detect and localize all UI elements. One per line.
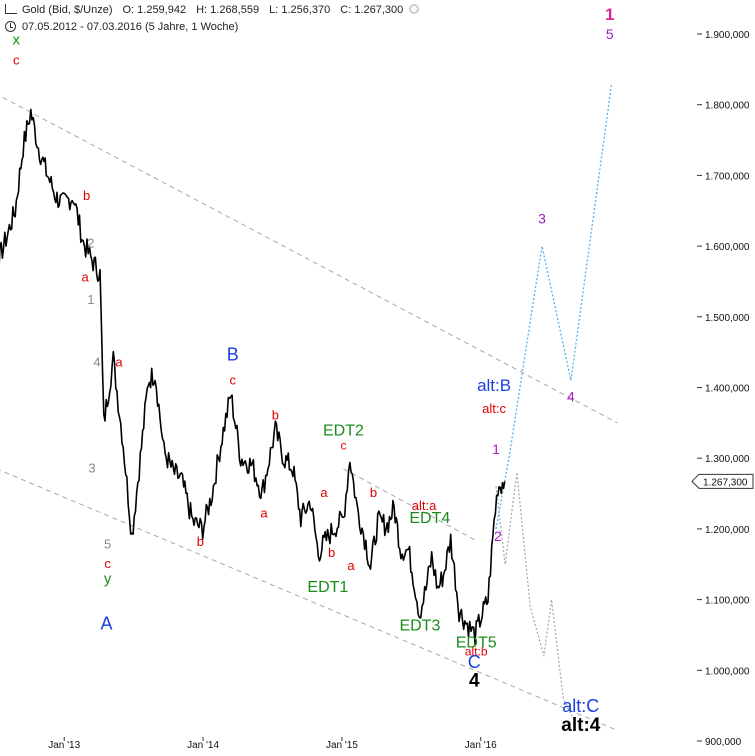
wave-label: EDT4 [409, 510, 450, 527]
wave-label: a [320, 485, 328, 500]
x-tick-label: Jan '16 [465, 740, 497, 751]
wave-label: 1 [605, 5, 614, 24]
channel-lower-line [0, 469, 618, 731]
wave-label: alt:c [482, 401, 506, 416]
wave-label: a [260, 506, 268, 521]
y-tick-label: 1.300,000 [705, 454, 750, 465]
quote-line: Gold (Bid, $/Unze) O: 1.259,942 H: 1.268,5… [22, 4, 420, 16]
y-tick-label: 1.700,000 [705, 171, 750, 182]
y-tick-label: 1.600,000 [705, 242, 750, 253]
wave-label: y [104, 570, 112, 587]
forecast-bearish-path [495, 472, 573, 717]
wave-label: 2 [87, 236, 94, 251]
wave-label: EDT5 [456, 635, 497, 652]
forecast-paths [495, 83, 613, 717]
wave-label: b [328, 545, 335, 560]
date-range: 07.05.2012 - 07.03.2016 (5 Jahre, 1 Woch… [22, 21, 239, 33]
wave-annotations: 1534alt:Balt:c12xcbab2a1acwb435cyAaBcbba… [13, 5, 615, 736]
open-value: O: 1.259,942 [122, 4, 187, 16]
last-price-marker: 1.267,300 [691, 473, 754, 489]
y-tick-label: 1.200,000 [705, 525, 750, 536]
wave-label: 4 [93, 354, 100, 369]
wave-label: alt:C [562, 696, 599, 716]
wave-label: alt:4 [561, 715, 601, 736]
wave-label: 1 [87, 292, 94, 307]
wave-label: c [340, 439, 346, 453]
x-axis: Jan '13 Jan '14 Jan '15 Jan '16 [48, 737, 497, 751]
wave-label: alt:B [477, 376, 511, 395]
wave-label: C [468, 652, 481, 672]
chart-type-icon[interactable] [5, 4, 17, 14]
clock-icon[interactable] [5, 21, 16, 32]
wave-label: c [104, 556, 111, 571]
instrument-title: Gold (Bid, $/Unze) [22, 4, 113, 16]
wave-label: 3 [88, 460, 95, 475]
x-tick-label: Jan '13 [48, 740, 80, 751]
wave-label: a [115, 354, 123, 369]
wave-label: a [82, 269, 90, 284]
wave-label: 5 [606, 26, 614, 42]
wave-label: c [13, 52, 20, 67]
wave-label: A [100, 613, 112, 633]
close-value: C: 1.267,300 [340, 4, 404, 16]
wave-label: b [197, 534, 204, 549]
wave-label: 5 [104, 537, 111, 552]
low-value: L: 1.256,370 [269, 4, 331, 16]
chart-header: Gold (Bid, $/Unze) O: 1.259,942 H: 1.268,5… [0, 0, 700, 36]
wave-label: 4 [469, 671, 480, 692]
wave-label: c [229, 373, 236, 388]
y-tick-label: 1.400,000 [705, 384, 750, 395]
x-tick-label: Jan '15 [326, 740, 358, 751]
y-tick-label: 900,000 [705, 737, 742, 748]
y-axis: 1.900,000 1.800,000 1.700,000 1.600,000 1.50… [697, 30, 750, 748]
channel-upper-line [0, 95, 618, 424]
wave-label: alt:a [412, 498, 437, 513]
wave-label: EDT3 [399, 618, 440, 635]
wave-label: x [13, 32, 21, 49]
price-series [0, 108, 506, 646]
y-tick-label: 1.100,000 [705, 596, 750, 607]
wave-label: a [347, 558, 355, 573]
channel-lines [0, 95, 618, 731]
y-tick-label: 1.900,000 [705, 30, 750, 41]
wave-label: b [272, 407, 279, 422]
last-price-label: 1.267,300 [703, 477, 748, 488]
wave-label: EDT1 [307, 579, 348, 596]
y-tick-label: 1.000,000 [705, 666, 750, 677]
wave-label: 2 [494, 528, 502, 544]
wave-label: EDT2 [323, 423, 364, 440]
price-line [0, 108, 506, 646]
settings-icon[interactable] [409, 4, 420, 14]
x-tick-label: Jan '14 [187, 740, 219, 751]
forecast-bullish-path [495, 83, 613, 530]
wave-label: 1 [492, 441, 500, 457]
y-tick-label: 1.800,000 [705, 101, 750, 112]
wave-label: 4 [567, 389, 575, 405]
high-value: H: 1.268,559 [196, 4, 260, 16]
wave-label: b [370, 485, 377, 500]
wave-label: b [83, 188, 90, 203]
y-tick-label: 1.500,000 [705, 313, 750, 324]
wave-label: alt:b [465, 644, 488, 658]
wave-label: 3 [538, 210, 546, 226]
channel-inner-line [343, 468, 475, 540]
last-price-box [691, 473, 754, 489]
wave-label: B [227, 345, 239, 365]
